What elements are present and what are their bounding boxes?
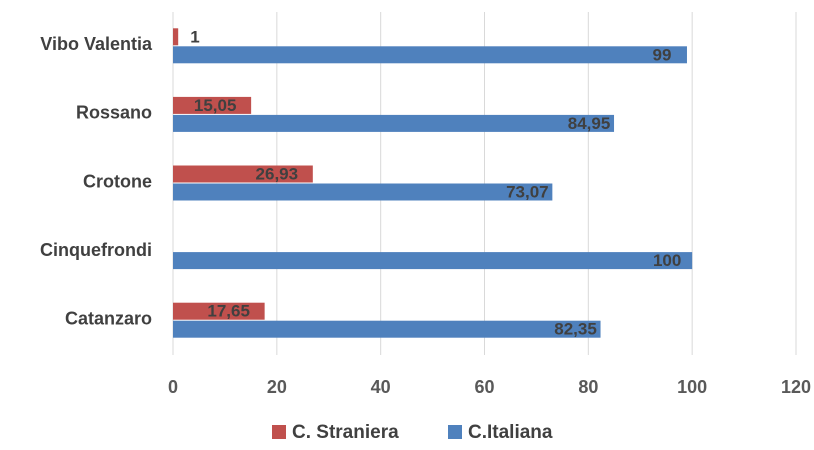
bar-straniera [173,165,313,183]
data-label: 82,35 [554,320,597,339]
legend-label: C. Straniera [292,422,399,443]
bar-italiana [173,320,601,338]
bar-italiana [173,46,687,64]
bar-italiana [173,183,553,201]
category-label: Cinquefrondi [40,240,152,260]
data-label: 26,93 [256,164,299,183]
bar-straniera [173,96,252,114]
bar-straniera [173,28,179,46]
data-label: 100 [653,251,681,270]
legend-swatch [448,425,462,439]
data-label: 84,95 [568,114,611,133]
bar-straniera [173,302,265,320]
bar-italiana [173,252,693,270]
category-label: Vibo Valentia [40,34,153,54]
data-label: 73,07 [506,182,549,201]
bar-italiana [173,114,615,132]
x-tick-label: 120 [781,377,811,397]
data-label: 1 [190,27,199,46]
x-tick-label: 0 [168,377,178,397]
data-label: 17,65 [207,302,250,321]
category-label: Crotone [83,171,152,191]
category-label: Catanzaro [65,308,152,328]
legend-label: C.Italiana [468,422,553,443]
legend-swatch [272,425,286,439]
x-tick-label: 20 [267,377,287,397]
x-tick-label: 60 [474,377,494,397]
data-label: 99 [653,45,672,64]
data-label: 15,05 [194,96,237,115]
x-tick-label: 80 [578,377,598,397]
x-tick-label: 100 [677,377,707,397]
category-label: Rossano [76,103,152,123]
x-tick-label: 40 [371,377,391,397]
